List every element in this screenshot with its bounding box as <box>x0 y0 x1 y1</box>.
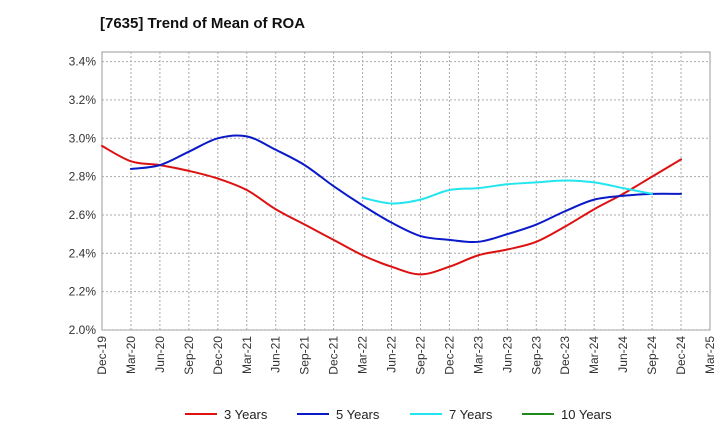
x-tick-label: Dec-22 <box>442 336 456 375</box>
x-tick-label: Sep-24 <box>645 336 659 375</box>
x-axis: Dec-19 Mar-20 Jun-20 Sep-20 Dec-20 Mar-21 Jun-… <box>95 336 717 375</box>
y-tick-label: 3.0% <box>69 131 97 145</box>
x-tick-label: Mar-23 <box>471 336 485 374</box>
x-tick-label: Sep-20 <box>182 336 196 375</box>
legend: 3 Years 5 Years 7 Years 10 Years <box>185 407 612 422</box>
x-tick-label: Mar-22 <box>356 336 370 374</box>
x-tick-label: Dec-20 <box>211 336 225 375</box>
grid-lines <box>102 52 710 331</box>
y-tick-label: 2.4% <box>69 246 97 260</box>
legend-label-7-years: 7 Years <box>449 407 493 422</box>
x-tick-label: Sep-22 <box>413 336 427 375</box>
x-tick-label: Dec-21 <box>327 336 341 375</box>
legend-label-3-years: 3 Years <box>224 407 268 422</box>
y-axis: 2.0% 2.2% 2.4% 2.6% 2.8% 3.0% 3.2% 3.4% <box>69 55 97 337</box>
x-tick-label: Dec-23 <box>558 336 572 375</box>
y-tick-label: 3.4% <box>69 55 97 69</box>
y-tick-label: 2.0% <box>69 323 97 337</box>
x-tick-label: Dec-24 <box>674 336 688 375</box>
x-tick-label: Jun-23 <box>500 336 514 373</box>
y-tick-label: 2.6% <box>69 208 97 222</box>
legend-label-10-years: 10 Years <box>561 407 612 422</box>
x-tick-label: Mar-21 <box>240 336 254 374</box>
plot-area <box>101 51 711 331</box>
chart-title: [7635] Trend of Mean of ROA <box>100 15 305 32</box>
legend-label-5-years: 5 Years <box>336 407 380 422</box>
x-tick-label: Mar-25 <box>703 336 717 374</box>
x-tick-label: Mar-20 <box>124 336 138 374</box>
x-tick-label: Mar-24 <box>587 336 601 374</box>
x-tick-label: Jun-20 <box>153 336 167 373</box>
series-line-3-years <box>101 144 683 276</box>
x-tick-label: Sep-21 <box>298 336 312 375</box>
series-line-5-years <box>129 134 683 244</box>
y-tick-label: 2.2% <box>69 285 97 299</box>
x-tick-label: Jun-24 <box>616 336 630 373</box>
x-tick-label: Jun-21 <box>269 336 283 373</box>
y-tick-label: 2.8% <box>69 170 97 184</box>
y-tick-label: 3.2% <box>69 93 97 107</box>
x-tick-label: Dec-19 <box>95 336 109 375</box>
x-tick-label: Sep-23 <box>529 336 543 375</box>
plot-frame <box>101 51 711 331</box>
series-lines <box>101 134 683 276</box>
x-tick-label: Jun-22 <box>385 336 399 373</box>
series-line-7-years <box>361 179 654 205</box>
